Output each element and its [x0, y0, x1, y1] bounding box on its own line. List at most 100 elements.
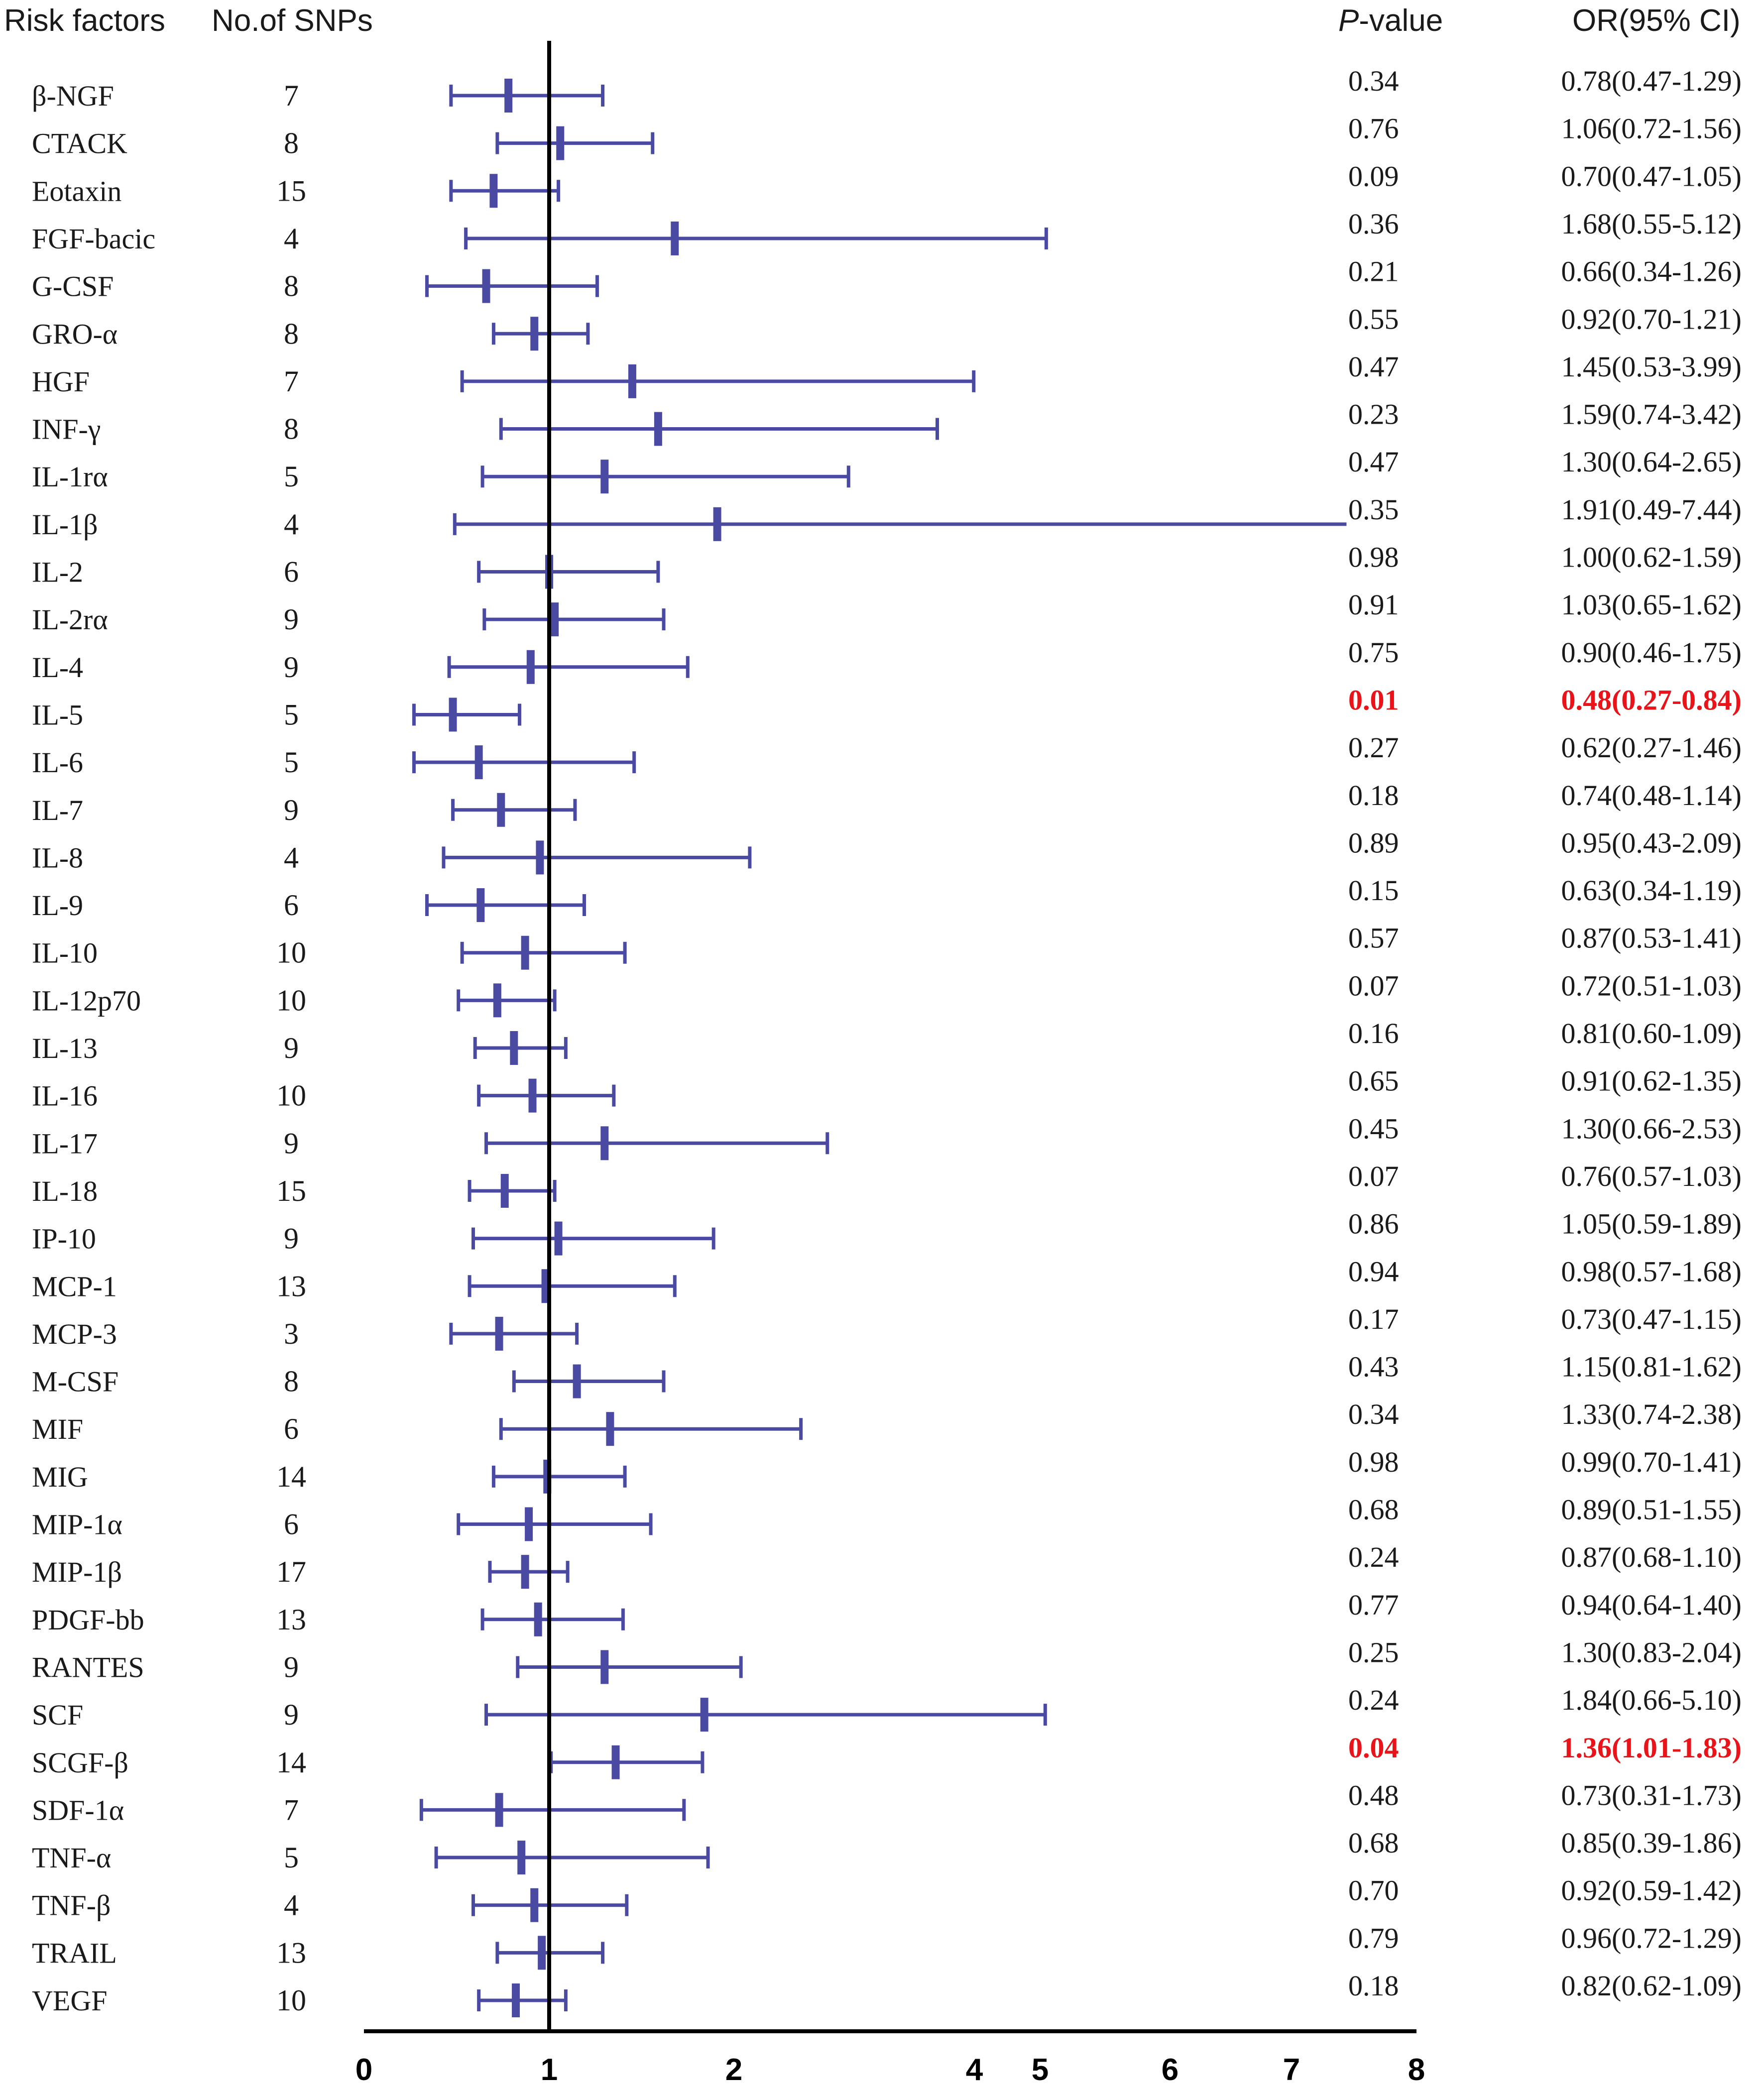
- or-ci-value: 0.91(0.62-1.35): [1561, 1065, 1742, 1097]
- or-estimate-marker: [449, 697, 457, 732]
- risk-factor-label: TNF-α: [32, 1842, 111, 1874]
- or-ci-value: 0.73(0.47-1.15): [1561, 1303, 1742, 1335]
- p-value: 0.17: [1348, 1303, 1399, 1335]
- p-value: 0.89: [1348, 826, 1399, 859]
- x-tick-label: 2: [725, 2053, 742, 2087]
- snp-count: 9: [284, 1222, 299, 1255]
- or-ci-value: 0.48(0.27-0.84): [1561, 684, 1742, 716]
- risk-factor-label: TRAIL: [32, 1937, 117, 1969]
- p-value: 0.43: [1348, 1351, 1399, 1383]
- or-ci-value: 0.82(0.62-1.09): [1561, 1970, 1742, 2002]
- risk-factor-label: M-CSF: [32, 1366, 118, 1398]
- risk-factor-label: MCP-3: [32, 1318, 117, 1350]
- p-value: 0.98: [1348, 1446, 1399, 1478]
- p-value: 0.35: [1348, 493, 1399, 526]
- header-p-value: P-value: [1338, 3, 1443, 38]
- or-estimate-marker: [495, 1316, 503, 1351]
- ci-marks: [412, 79, 1347, 2017]
- ci-row-eotaxin: [449, 174, 561, 208]
- p-value: 0.21: [1348, 255, 1399, 288]
- p-value: 0.15: [1348, 874, 1399, 907]
- risk-factor-label: FGF-bacic: [32, 223, 155, 255]
- snp-count: 6: [284, 1508, 299, 1541]
- ci-row-fgf-bacic: [464, 221, 1048, 255]
- p-value: 0.09: [1348, 160, 1399, 192]
- ci-row-sdf-1: [419, 1793, 686, 1827]
- or-estimate-marker: [525, 1507, 533, 1541]
- snp-count: 10: [276, 984, 306, 1017]
- snp-count: 9: [284, 1698, 299, 1731]
- or-estimate-marker: [556, 126, 565, 160]
- ci-row-il-12p70: [457, 983, 557, 1018]
- snp-count: 9: [284, 1032, 299, 1064]
- or-ci-value: 0.96(0.72-1.29): [1561, 1922, 1742, 1954]
- snp-count: 9: [284, 794, 299, 826]
- or-ci-value: 1.05(0.59-1.89): [1561, 1208, 1742, 1240]
- x-tick-label: 7: [1283, 2053, 1300, 2087]
- header-no-of-snps: No.of SNPs: [212, 3, 373, 38]
- or-ci-value: 1.45(0.53-3.99): [1561, 350, 1742, 383]
- risk-factor-label: VEGF: [32, 1984, 107, 2017]
- ci-row-ngf: [449, 79, 605, 113]
- or-ci-value: 0.85(0.39-1.86): [1561, 1827, 1742, 1859]
- ci-row-scf: [484, 1698, 1047, 1732]
- ci-row-ctack: [495, 126, 655, 160]
- or-estimate-marker: [600, 1650, 609, 1684]
- ci-row-il-7: [451, 793, 577, 827]
- ci-row-mif: [499, 1412, 803, 1446]
- ci-row-il-1: [453, 507, 1347, 541]
- risk-factor-label: MCP-1: [32, 1270, 117, 1302]
- p-value: 0.18: [1348, 779, 1399, 812]
- risk-factor-label: IL-13: [32, 1032, 98, 1064]
- ci-row-ip-10: [471, 1221, 715, 1256]
- snp-count: 5: [284, 698, 299, 731]
- risk-factor-label: IL-6: [32, 746, 83, 779]
- risk-factor-label: MIF: [32, 1413, 83, 1445]
- snp-count: 6: [284, 1412, 299, 1445]
- snp-count: 5: [284, 460, 299, 493]
- p-value: 0.25: [1348, 1636, 1399, 1668]
- snp-count: 17: [276, 1555, 306, 1588]
- snp-count: 4: [284, 841, 299, 874]
- ci-row-il-8: [442, 840, 752, 875]
- or-estimate-marker: [504, 79, 513, 113]
- or-estimate-marker: [554, 1221, 563, 1256]
- snp-count: 14: [276, 1460, 306, 1493]
- ci-row-il-2r: [482, 602, 666, 637]
- or-estimate-marker: [600, 460, 609, 494]
- or-estimate-marker: [534, 1602, 542, 1636]
- snp-count: 7: [284, 1793, 299, 1826]
- snp-count: 10: [276, 1079, 306, 1112]
- column-headers: Risk factors No.of SNPs P-value OR(95% C…: [4, 3, 1741, 38]
- risk-factor-label: IL-2: [32, 556, 83, 588]
- risk-factor-label: IL-1rα: [32, 461, 108, 493]
- or-estimate-marker: [476, 888, 485, 923]
- or-estimate-marker: [526, 650, 535, 684]
- or-estimate-marker: [530, 317, 539, 351]
- x-tick-label: 5: [1032, 2053, 1049, 2087]
- risk-factor-label: IL-16: [32, 1080, 98, 1112]
- p-value: 0.57: [1348, 922, 1399, 954]
- or-ci-value: 1.36(1.01-1.83): [1561, 1732, 1742, 1764]
- or-estimate-marker: [510, 1031, 518, 1065]
- or-ci-value: 0.92(0.70-1.21): [1561, 303, 1742, 335]
- ci-row-il-17: [484, 1126, 829, 1161]
- snp-count: 10: [276, 1984, 306, 2017]
- or-estimate-marker: [538, 1936, 546, 1970]
- ci-row-il-13: [473, 1031, 568, 1065]
- risk-factor-label: IL-5: [32, 698, 83, 731]
- p-value: 0.68: [1348, 1827, 1399, 1859]
- x-tick-label: 6: [1162, 2053, 1178, 2087]
- snp-count: 9: [284, 1650, 299, 1683]
- p-value: 0.24: [1348, 1541, 1399, 1573]
- or-estimate-marker: [489, 174, 498, 208]
- snp-count: 8: [284, 317, 299, 350]
- risk-factor-label: IL-8: [32, 841, 83, 874]
- p-value: 0.36: [1348, 208, 1399, 240]
- ci-row-rantes: [516, 1650, 743, 1684]
- ci-row-il-18: [468, 1173, 557, 1208]
- snp-count: 5: [284, 1841, 299, 1874]
- or-ci-value: 1.03(0.65-1.62): [1561, 588, 1742, 621]
- or-ci-value: 0.74(0.48-1.14): [1561, 779, 1742, 812]
- risk-factor-label: IL-7: [32, 794, 83, 826]
